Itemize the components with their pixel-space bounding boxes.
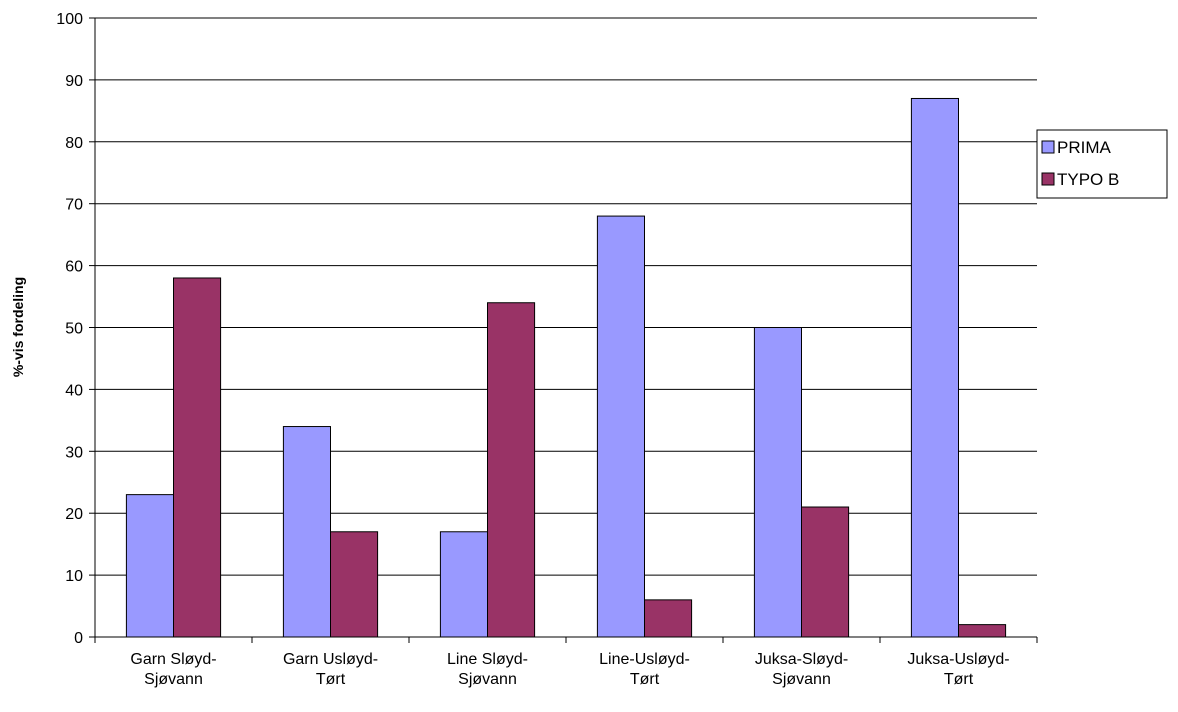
legend: PRIMA TYPO B <box>1036 129 1168 199</box>
bar-typo-b <box>173 277 222 638</box>
legend-swatch <box>1041 172 1055 186</box>
x-category-label-line: Tørt <box>944 671 974 688</box>
bar-typo-b <box>644 599 693 638</box>
legend-label: PRIMA <box>1057 138 1112 157</box>
axes <box>89 17 1038 643</box>
y-tick-label: 90 <box>65 73 83 90</box>
bar-typo-b <box>958 624 1007 638</box>
x-category-label-line: Line Sløyd- <box>447 651 528 668</box>
y-tick-labels: 0 10 20 30 40 50 60 70 80 90 100 <box>56 11 83 647</box>
bar-typo-b <box>487 302 536 638</box>
bar-prima <box>596 215 646 638</box>
legend-box <box>1036 129 1168 199</box>
x-category-label: Line Sløyd- Sjøvann <box>447 651 528 688</box>
bar-prima <box>282 426 331 638</box>
y-tick-label: 60 <box>65 259 83 276</box>
legend-label: TYPO B <box>1057 170 1119 189</box>
bar-prima <box>439 531 488 638</box>
x-category-label-line: Garn Sløyd- <box>130 651 216 668</box>
x-category-label-line: Garn Usløyd- <box>283 651 378 668</box>
x-category-label: Juksa-Sløyd- Sjøvann <box>755 651 848 688</box>
x-category-label-line: Tørt <box>316 671 346 688</box>
x-category-label-line: Juksa-Sløyd- <box>755 651 848 668</box>
x-category-label-line: Sjøvann <box>458 671 517 688</box>
bars <box>125 97 1007 638</box>
y-tick-label: 10 <box>65 568 83 585</box>
bar-prima <box>753 327 803 638</box>
x-category-label: Juksa-Usløyd- Tørt <box>907 651 1009 688</box>
x-category-label-line: Line-Usløyd- <box>599 651 690 668</box>
gridlines <box>95 17 1037 576</box>
legend-swatch <box>1041 140 1055 154</box>
y-axis-label: %-vis fordeling <box>10 277 26 377</box>
y-tick-label: 30 <box>65 444 83 461</box>
y-tick-label: 0 <box>74 630 83 647</box>
y-tick-label: 50 <box>65 321 83 338</box>
y-tick-label: 40 <box>65 382 83 399</box>
x-category-label-line: Tørt <box>630 671 660 688</box>
x-category-labels: Garn Sløyd- Sjøvann Garn Usløyd- Tørt Line S… <box>130 651 1009 688</box>
y-tick-label: 70 <box>65 197 83 214</box>
bar-prima <box>910 97 960 638</box>
x-category-label-line: Sjøvann <box>772 671 831 688</box>
x-category-label: Garn Usløyd- Tørt <box>283 651 378 688</box>
y-tick-label: 80 <box>65 135 83 152</box>
bar-prima <box>125 494 174 638</box>
x-category-label: Garn Sløyd- Sjøvann <box>130 651 216 688</box>
bar-typo-b <box>330 531 379 638</box>
x-category-label: Line-Usløyd- Tørt <box>599 651 690 688</box>
x-category-label-line: Juksa-Usløyd- <box>907 651 1009 668</box>
y-tick-label: 100 <box>56 11 83 28</box>
x-category-label-line: Sjøvann <box>144 671 203 688</box>
y-tick-label: 20 <box>65 506 83 523</box>
bar-typo-b <box>801 506 850 638</box>
